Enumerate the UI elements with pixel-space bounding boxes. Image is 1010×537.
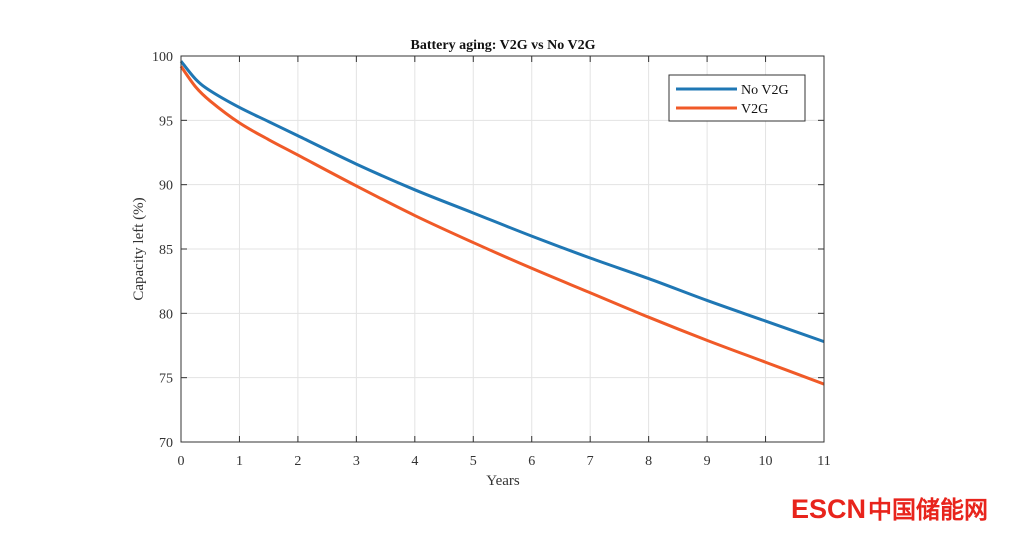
plot-frame bbox=[180, 55, 825, 443]
legend-label-no-v2g: No V2G bbox=[741, 83, 789, 98]
y-tick-label: 95 bbox=[159, 114, 173, 129]
x-tick-label: 3 bbox=[353, 454, 360, 469]
x-axis-title: Years bbox=[486, 473, 520, 489]
chart-title: Battery aging: V2G vs No V2G bbox=[411, 38, 596, 53]
y-tick-label: 80 bbox=[159, 307, 173, 322]
legend-label-v2g: V2G bbox=[741, 102, 768, 117]
x-tick-label: 6 bbox=[528, 454, 535, 469]
escn-watermark-logo: ESCN中国储能网 bbox=[791, 490, 988, 525]
series-line-no-v2g bbox=[179, 60, 825, 344]
y-axis-title: Capacity left (%) bbox=[131, 197, 147, 300]
y-tick-label: 90 bbox=[159, 179, 173, 194]
x-tick-label: 5 bbox=[470, 454, 477, 469]
x-tick-label: 8 bbox=[645, 454, 652, 469]
watermark-chinese: 中国储能网 bbox=[868, 497, 988, 524]
x-tick-label: 7 bbox=[587, 454, 594, 469]
x-tick-label: 4 bbox=[411, 454, 418, 469]
x-tick-label: 9 bbox=[704, 454, 711, 469]
y-tick-label: 75 bbox=[159, 372, 173, 387]
series-line-v2g bbox=[179, 65, 825, 386]
x-tick-label: 11 bbox=[817, 454, 830, 469]
y-tick-label: 70 bbox=[159, 436, 173, 451]
x-tick-label: 1 bbox=[236, 454, 243, 469]
series-lines bbox=[179, 60, 825, 386]
legend: No V2G V2G bbox=[668, 74, 806, 122]
watermark-latin: ESCN bbox=[790, 494, 866, 524]
y-tick-label: 85 bbox=[159, 243, 173, 258]
legend-box bbox=[668, 74, 806, 122]
x-tick-label: 2 bbox=[294, 454, 301, 469]
axis-ticks: 0 1 2 3 4 5 6 7 8 9 10 11 70 75 80 85 90 95 100 bbox=[152, 50, 831, 469]
x-tick-label: 10 bbox=[759, 454, 773, 469]
x-tick-label: 0 bbox=[178, 454, 185, 469]
y-tick-label: 100 bbox=[152, 50, 173, 65]
